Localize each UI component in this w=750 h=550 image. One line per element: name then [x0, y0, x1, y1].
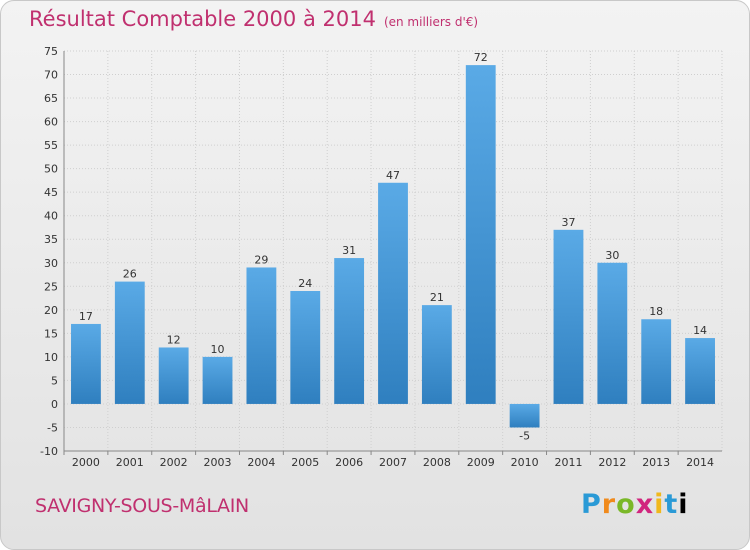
- y-tick-label: -5: [47, 421, 58, 434]
- data-label-2006: 31: [342, 244, 356, 257]
- data-label-2010: -5: [519, 429, 530, 442]
- y-tick-label: 65: [44, 92, 58, 105]
- y-tick-label: 35: [44, 233, 58, 246]
- y-tick-label: 30: [44, 257, 58, 270]
- data-labels: 17 26 12 10 29 24 31 47 21 72 -5 37 30 18 14: [79, 51, 707, 442]
- brand-letter: o: [616, 489, 636, 520]
- y-tick-label: 55: [44, 139, 58, 152]
- y-tick-label: 5: [51, 374, 58, 387]
- y-tick-label: 25: [44, 280, 58, 293]
- y-tick-label: 70: [44, 69, 58, 82]
- bar-2009: [465, 65, 496, 404]
- x-tick-label: 2002: [160, 456, 188, 469]
- y-tick-label: 60: [44, 116, 58, 129]
- title-text: Résultat Comptable 2000 à 2014: [29, 7, 376, 31]
- bar-2000: [71, 323, 101, 404]
- bar-2001: [114, 281, 145, 404]
- brand-letter: i: [654, 489, 665, 520]
- x-tick-label: 2008: [423, 456, 451, 469]
- data-label-2003: 10: [211, 343, 225, 356]
- y-tick-label: 20: [44, 304, 58, 317]
- brand-letter: i: [678, 489, 689, 520]
- x-tick-label: 2000: [72, 456, 100, 469]
- data-label-2013: 18: [649, 305, 663, 318]
- bar-2008: [421, 305, 452, 404]
- data-label-2005: 24: [298, 277, 312, 290]
- location-name: SAVIGNY-SOUS-MâLAIN: [35, 495, 249, 517]
- bar-2006: [334, 258, 365, 404]
- x-tick-label: 2005: [291, 456, 319, 469]
- x-tick-label: 2009: [467, 456, 495, 469]
- bar-2005: [290, 291, 321, 404]
- bar-2003: [202, 356, 233, 404]
- axes: -10 -5 0 5 10 15 20 25 30 35 40 45 50 55 60 65 70 75 2000 2…: [40, 45, 722, 469]
- x-tick-label: 2012: [598, 456, 626, 469]
- data-label-2001: 26: [123, 268, 137, 281]
- bar-2002: [158, 347, 189, 404]
- bar-2011: [553, 229, 584, 404]
- bar-2012: [597, 262, 628, 404]
- x-tick-label: 2013: [642, 456, 670, 469]
- chart-title: Résultat Comptable 2000 à 2014 (en millie…: [29, 7, 478, 31]
- y-tick-label: 50: [44, 163, 58, 176]
- x-tick-label: 2004: [247, 456, 275, 469]
- y-tick-label: -10: [40, 445, 58, 458]
- y-tick-label: 10: [44, 351, 58, 364]
- x-tick-label: 2010: [511, 456, 539, 469]
- data-label-2004: 29: [254, 253, 268, 266]
- brand-letter: x: [635, 489, 655, 520]
- data-label-2007: 47: [386, 169, 400, 182]
- data-label-2000: 17: [79, 310, 93, 323]
- y-tick-label: 45: [44, 186, 58, 199]
- bar-2007: [378, 182, 408, 404]
- x-tick-label: 2007: [379, 456, 407, 469]
- brand-logo: Proxiti: [581, 489, 689, 520]
- bar-2004: [246, 267, 277, 404]
- data-label-2011: 37: [561, 216, 575, 229]
- data-label-2002: 12: [167, 333, 181, 346]
- y-tick-label: 0: [51, 398, 58, 411]
- brand-letter: P: [581, 489, 602, 520]
- subtitle-text: (en milliers d'€): [383, 15, 479, 29]
- y-tick-label: 40: [44, 210, 58, 223]
- x-tick-label: 2011: [554, 456, 582, 469]
- y-tick-label: 15: [44, 327, 58, 340]
- x-tick-label: 2003: [204, 456, 232, 469]
- data-label-2014: 14: [693, 324, 707, 337]
- bar-2010: [509, 403, 540, 428]
- x-tick-label: 2001: [116, 456, 144, 469]
- data-label-2008: 21: [430, 291, 444, 304]
- data-label-2009: 72: [474, 51, 488, 64]
- x-tick-label: 2006: [335, 456, 363, 469]
- data-label-2012: 30: [605, 249, 619, 262]
- brand-letter: r: [601, 489, 617, 520]
- bar-2014: [685, 338, 715, 404]
- x-tick-label: 2014: [686, 456, 714, 469]
- y-tick-label: 75: [44, 45, 58, 58]
- bars: [71, 65, 715, 428]
- bar-2013: [641, 319, 672, 404]
- brand-letter: t: [664, 489, 679, 520]
